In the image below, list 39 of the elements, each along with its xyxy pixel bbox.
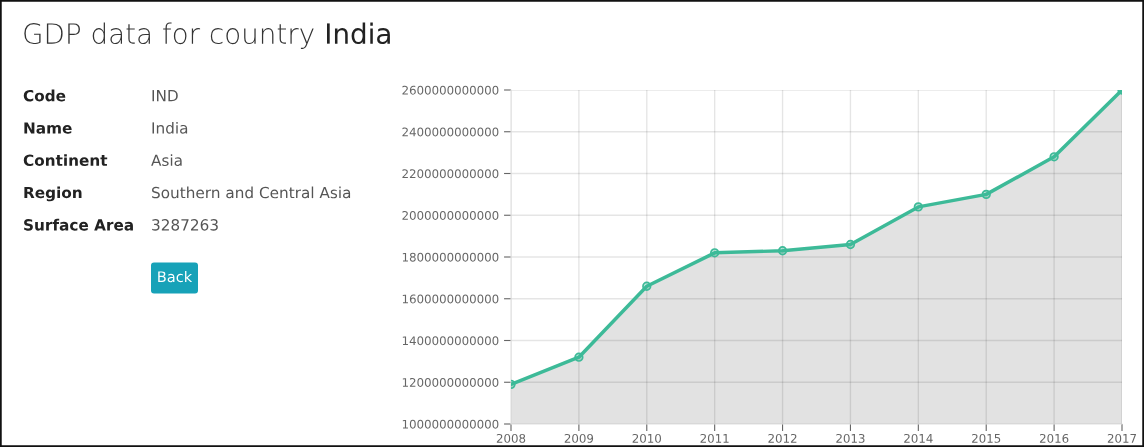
y-tick-label: 1800000000000 bbox=[402, 252, 499, 262]
text: Continent bbox=[23, 154, 108, 167]
point bbox=[913, 202, 923, 212]
x-tick-label: 2010 bbox=[632, 433, 662, 443]
y-tick-label: 1600000000000 bbox=[402, 294, 499, 304]
text: Asia bbox=[151, 154, 182, 167]
text: Region bbox=[24, 186, 82, 202]
text: 3287263 bbox=[152, 219, 218, 231]
text: Back bbox=[158, 270, 193, 283]
point bbox=[574, 352, 584, 362]
text: Southern and Central Asia bbox=[152, 186, 351, 199]
x-tick-label: 2016 bbox=[1039, 433, 1069, 443]
y-tick-label: 2000000000000 bbox=[402, 210, 499, 220]
text: Code bbox=[23, 89, 66, 102]
y-tick-label: 2200000000000 bbox=[402, 169, 499, 179]
x-tick-label: 2009 bbox=[564, 433, 594, 443]
x-tick-label: 2017 bbox=[1107, 433, 1137, 443]
text: India bbox=[152, 121, 188, 134]
x-tick-label: 2012 bbox=[768, 433, 797, 443]
point bbox=[1049, 152, 1059, 162]
text: Name bbox=[24, 122, 72, 134]
y-tick-label: 1000000000000 bbox=[402, 419, 499, 429]
point bbox=[710, 248, 720, 258]
y-tick-label: 2400000000000 bbox=[402, 127, 499, 137]
point bbox=[845, 239, 856, 250]
y-tick-label: 1400000000000 bbox=[402, 336, 499, 346]
y-tick-label: 2600000000000 bbox=[402, 85, 499, 95]
point bbox=[642, 281, 652, 291]
text: GDP data for country India bbox=[24, 22, 390, 49]
x-tick-label: 2011 bbox=[700, 433, 729, 443]
point bbox=[777, 246, 788, 256]
text: Surface Area bbox=[24, 218, 133, 231]
y-tick-label: 1200000000000 bbox=[402, 377, 499, 387]
x-tick-label: 2014 bbox=[904, 433, 933, 443]
x-tick-label: 2015 bbox=[972, 433, 1001, 443]
x-tick-label: 2013 bbox=[836, 433, 865, 443]
text: IND bbox=[152, 90, 178, 102]
x-tick-label: 2008 bbox=[496, 433, 526, 443]
point bbox=[981, 189, 991, 200]
